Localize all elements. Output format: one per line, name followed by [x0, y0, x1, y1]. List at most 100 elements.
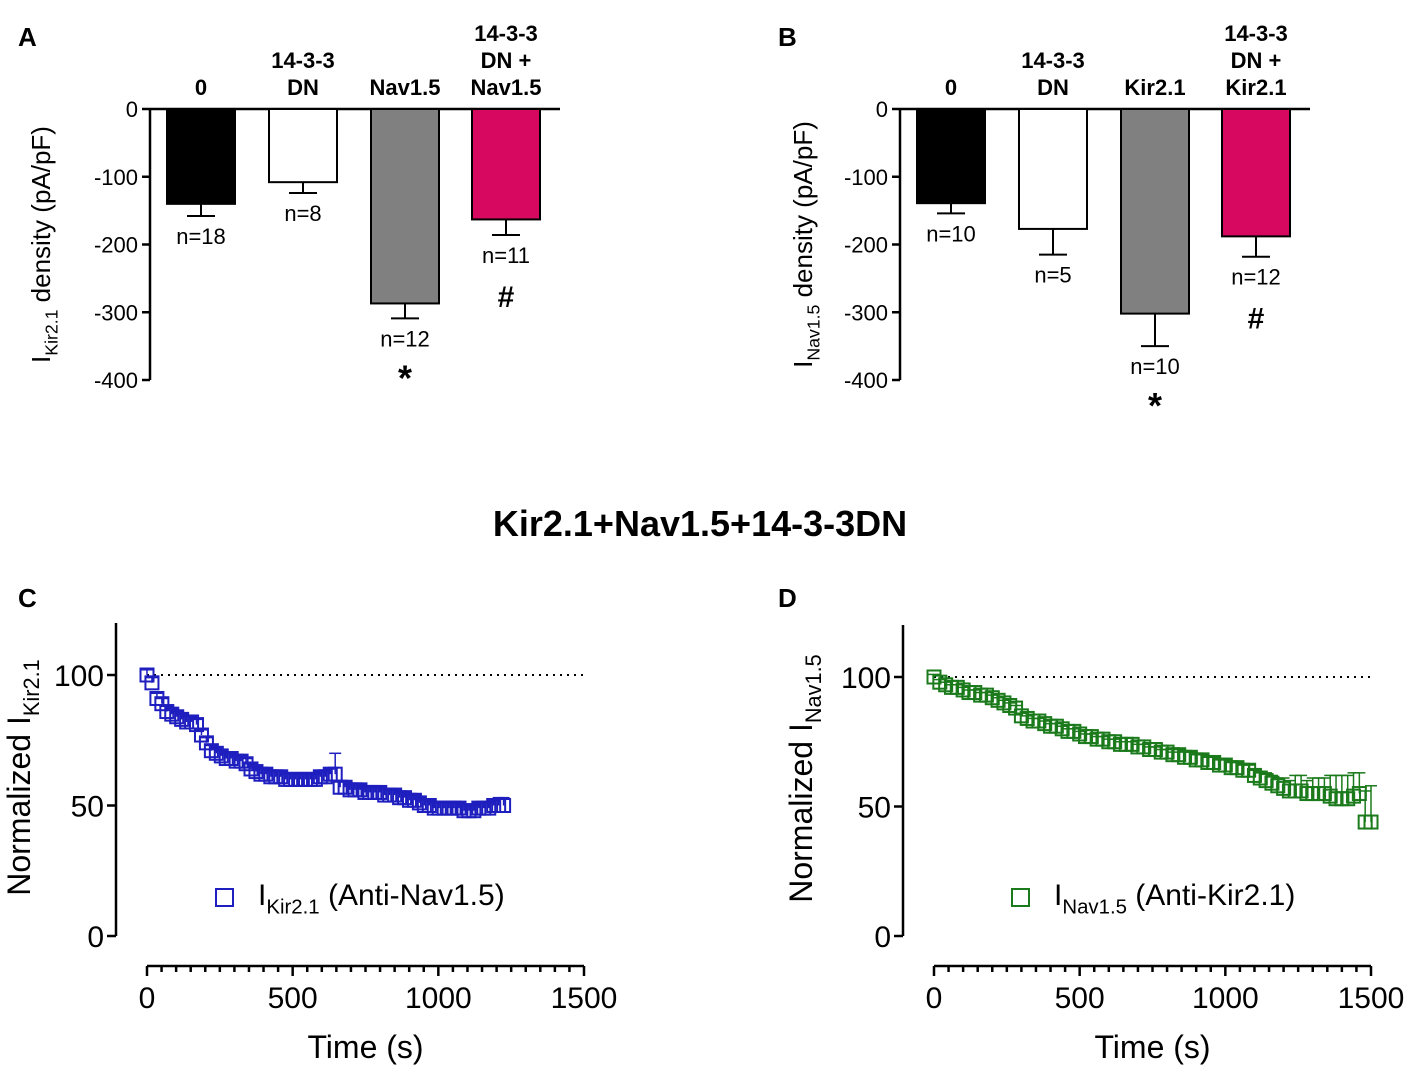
y-tick-label: -100 — [94, 165, 138, 190]
data-point — [193, 727, 209, 743]
category-label: 14-3-3 — [271, 48, 335, 73]
x-tick-label: 0 — [926, 982, 943, 1015]
bar-chart-panel-a: 0 -100 -200 -300 -400 IKir2.1 density (pA/pF)… — [26, 21, 560, 398]
category-label: 0 — [945, 75, 957, 100]
bar — [1120, 108, 1190, 315]
data-point — [139, 667, 155, 683]
y-axis-label-sub: Kir2.1 — [41, 310, 61, 356]
legend-marker — [215, 888, 234, 907]
data-point — [421, 798, 437, 813]
legend-marker — [1011, 888, 1030, 907]
y-axis-label: Normalized IKir2.1 — [1, 659, 44, 895]
category-label: DN + — [1231, 48, 1282, 73]
y-tick-label: 0 — [87, 921, 104, 954]
n-label: n=12 — [1231, 265, 1281, 290]
n-label: n=10 — [926, 221, 976, 246]
legend-label: INav1.5 (Anti-Kir2.1) — [1054, 879, 1295, 918]
bar — [370, 108, 440, 305]
category-label: Nav1.5 — [370, 75, 441, 100]
data-point — [213, 748, 229, 764]
y-tick-label: 100 — [841, 662, 891, 695]
data-point — [198, 735, 214, 751]
y-axis-label-rest: density (pA/pF) — [26, 126, 56, 310]
data-point — [223, 751, 239, 767]
legend-label-main: I — [1054, 879, 1062, 912]
data-point — [372, 784, 388, 800]
y-axis-label-sub: Nav1.5 — [803, 304, 823, 360]
data-point — [451, 800, 467, 816]
y-tick-label: -300 — [844, 300, 888, 325]
significance-marker: * — [1148, 385, 1162, 426]
data-point — [184, 714, 200, 730]
bar — [1221, 108, 1291, 238]
x-tick-label: 1000 — [1192, 982, 1259, 1015]
y-tick-label: 100 — [54, 660, 104, 693]
category-label: DN — [1037, 75, 1069, 100]
panel-letter-c: C — [18, 583, 37, 613]
category-label: DN — [287, 75, 319, 100]
legend-label-sub: Kir2.1 — [266, 896, 319, 918]
data-point — [352, 782, 368, 798]
data-point — [411, 795, 427, 811]
x-axis-label: Time (s) — [1094, 1029, 1210, 1065]
y-tick-label: 50 — [71, 791, 104, 824]
legend-label-main: I — [258, 879, 266, 912]
bar — [916, 108, 986, 205]
bar — [471, 108, 541, 221]
y-tick-label: -100 — [844, 165, 888, 190]
y-axis-label-main: Normalized I — [783, 723, 819, 903]
data-point — [466, 803, 482, 819]
data-point — [307, 771, 323, 787]
panel-letter-b: B — [778, 22, 797, 52]
bar — [1018, 108, 1088, 230]
y-axis-label-sub: Kir2.1 — [19, 659, 44, 716]
x-tick-label: 500 — [1055, 982, 1105, 1015]
y-tick-label: 0 — [126, 97, 138, 122]
data-point — [154, 696, 170, 712]
n-label: n=12 — [380, 326, 430, 351]
data-point — [189, 717, 205, 733]
category-label: 14-3-3 — [474, 21, 538, 46]
legend-label: IKir2.1 (Anti-Nav1.5) — [258, 879, 505, 918]
legend-label-sub: Nav1.5 — [1062, 896, 1127, 918]
data-point — [337, 779, 353, 795]
y-axis-label: Normalized INav1.5 — [783, 654, 826, 903]
x-tick-label: 1500 — [551, 982, 618, 1015]
data-point — [496, 798, 512, 813]
y-axis-label-sub: Nav1.5 — [801, 654, 826, 723]
bar — [268, 108, 338, 184]
category-label: Kir2.1 — [1124, 75, 1185, 100]
panel-letter-a: A — [18, 22, 37, 52]
y-tick-label: -200 — [94, 233, 138, 258]
x-tick-label: 0 — [139, 982, 156, 1015]
y-tick-label: -200 — [844, 233, 888, 258]
y-axis-label: INav1.5 density (pA/pF) — [788, 121, 823, 368]
figure-title: Kir2.1+Nav1.5+14-3-3DN — [493, 503, 907, 544]
x-tick-label: 1000 — [405, 982, 472, 1015]
data-point — [258, 766, 274, 782]
data-point — [397, 790, 413, 806]
data-point — [174, 711, 190, 727]
significance-marker: * — [398, 357, 412, 398]
n-label: n=18 — [176, 224, 226, 249]
significance-marker: # — [1248, 303, 1265, 336]
category-label: Kir2.1 — [1225, 75, 1286, 100]
n-label: n=11 — [482, 243, 530, 268]
data-point — [1363, 814, 1379, 830]
y-axis-label-main: I — [788, 361, 818, 368]
category-label: 14-3-3 — [1224, 21, 1288, 46]
data-point — [273, 769, 289, 785]
bar — [166, 108, 236, 205]
legend-label-rest: (Anti-Kir2.1) — [1127, 879, 1295, 912]
y-axis-label-main: I — [26, 356, 56, 363]
y-axis-label-main: Normalized I — [1, 716, 37, 896]
category-label: 14-3-3 — [1021, 48, 1085, 73]
x-tick-label: 1500 — [1338, 982, 1405, 1015]
data-point — [248, 764, 264, 780]
category-label: Nav1.5 — [471, 75, 542, 100]
y-tick-label: 0 — [876, 97, 888, 122]
y-axis-label: IKir2.1 density (pA/pF) — [26, 126, 61, 363]
panel-letter-d: D — [778, 583, 797, 613]
